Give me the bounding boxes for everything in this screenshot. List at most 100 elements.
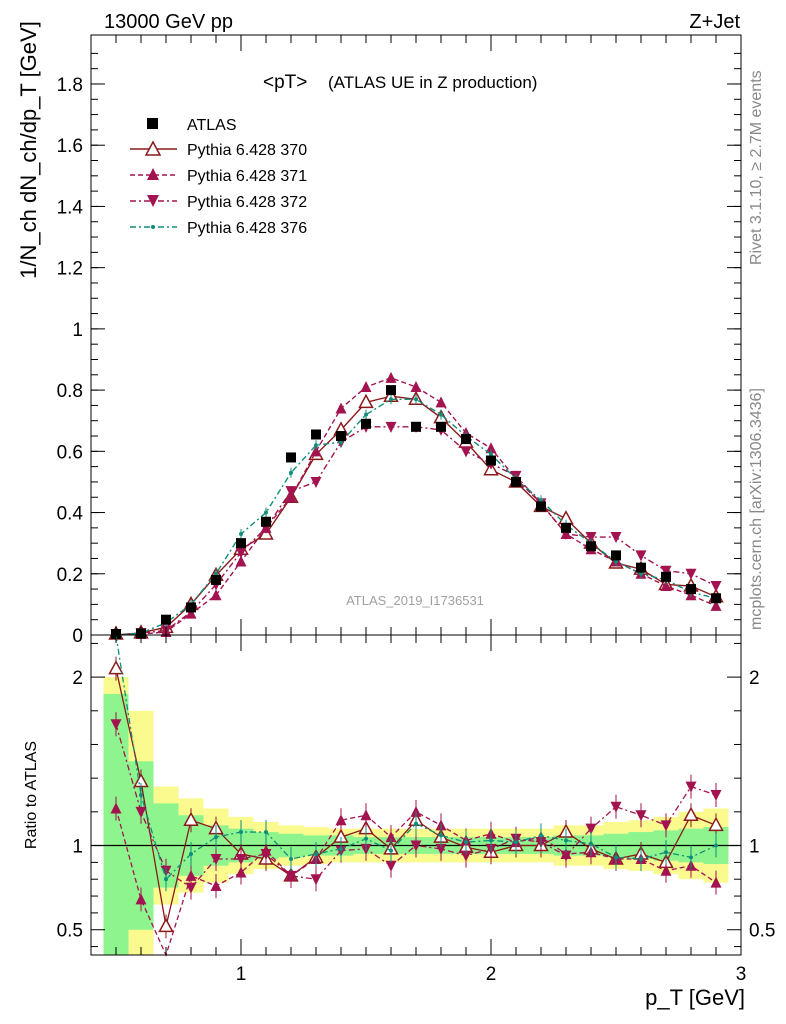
main-point (211, 574, 221, 585)
x-axis-label: p_T [GeV] (645, 985, 745, 1010)
main-point (539, 498, 543, 503)
ratio-series-0 (108, 656, 724, 939)
main-point (311, 429, 321, 440)
ratio-xtick-label: 2 (486, 964, 497, 985)
ratio-point (410, 840, 422, 852)
ratio-point (414, 821, 418, 826)
main-ytick-label: 1 (72, 320, 83, 341)
ratio-point (289, 857, 293, 861)
ratio-point (385, 860, 397, 872)
main-point (310, 445, 322, 457)
legend: ATLAS Pythia 6.428 370 Pythia 6.428 371 … (130, 117, 307, 237)
main-point (361, 418, 371, 429)
main-point (339, 440, 343, 445)
main-point (710, 581, 722, 593)
legend-label-371: Pythia 6.428 371 (187, 168, 307, 185)
ratio-ytick-label-right: 0.5 (749, 921, 775, 942)
ratio-point (660, 820, 672, 832)
ratio-point (185, 869, 197, 881)
ratio-panel (91, 634, 741, 957)
legend-marker-370 (144, 140, 162, 156)
ratio-series-2 (110, 712, 722, 900)
main-point (235, 555, 247, 567)
main-point (389, 397, 393, 402)
main-point (385, 421, 397, 433)
ratio-point (439, 833, 443, 838)
ratio-point (539, 833, 543, 838)
ratio-point (589, 841, 593, 846)
main-point (410, 381, 422, 393)
ratio-point (714, 843, 718, 848)
main-point (310, 476, 322, 488)
ratio-point (135, 893, 147, 905)
ratio-point (158, 917, 174, 933)
ratio-point (708, 816, 724, 832)
main-point (264, 510, 268, 515)
main-point (236, 538, 246, 549)
main-ylabel: 1/N_ch dN_ch/dp_T [GeV] (16, 21, 41, 279)
ratio-point (389, 848, 393, 853)
legend-entry-370: Pythia 6.428 370 (130, 140, 307, 159)
ratio-point (710, 790, 722, 801)
main-point (460, 446, 472, 458)
main-point (660, 565, 672, 577)
ratio-point (210, 854, 222, 865)
main-ytick-label: 0.8 (57, 381, 83, 402)
main-point (386, 385, 396, 396)
ratio-ytick-label: 1 (72, 837, 83, 858)
main-point (239, 531, 243, 536)
ratio-xtick-label: 3 (736, 964, 747, 985)
ratio-point (385, 831, 397, 843)
main-point (436, 421, 446, 432)
main-title-text: <pT> (263, 72, 307, 93)
main-point (161, 614, 171, 625)
ratio-point (139, 793, 143, 797)
legend-label-atlas: ATLAS (187, 117, 237, 134)
main-ytick-label: 0.6 (57, 442, 83, 463)
main-point (711, 593, 721, 604)
ratio-point (260, 848, 272, 860)
ratio-point (364, 836, 368, 841)
main-point (639, 571, 643, 576)
main-point (261, 516, 271, 527)
main-point (314, 443, 318, 448)
ratio-point (185, 882, 197, 894)
main-title-subtitle: (ATLAS UE in Z production) (328, 73, 537, 92)
legend-marker-376 (151, 225, 155, 229)
ratio-point (135, 806, 147, 818)
axes: 0 0.2 0.4 0.6 0.8 1 1.2 1.4 1.6 1.8 1 2 3 0.5 0.5 1 1 2 2 (57, 34, 775, 985)
main-ytick-label: 1.2 (57, 259, 83, 280)
main-point (385, 371, 397, 383)
ratio-point (108, 660, 124, 675)
main-point (536, 501, 546, 512)
ratio-series-line (115, 668, 717, 927)
legend-entry-atlas: ATLAS (147, 117, 237, 134)
ratio-point (110, 802, 122, 814)
ratio-ylabel: Ratio to ATLAS (23, 741, 40, 849)
main-ytick-label: 0.2 (57, 565, 83, 586)
main-point (364, 412, 368, 417)
ratio-ytick-label-right: 1 (749, 837, 760, 858)
ratio-point (710, 876, 722, 888)
analysis-watermark: ATLAS_2019_I1736531 (346, 593, 484, 608)
main-point (685, 568, 697, 580)
main-point (586, 541, 596, 552)
ratio-point (664, 850, 668, 855)
ratio-point (564, 838, 568, 843)
main-point (660, 580, 672, 592)
ratio-point (210, 879, 222, 891)
main-point (414, 397, 418, 402)
header-right: Z+Jet (689, 11, 740, 33)
main-ytick-label: 0.4 (57, 504, 84, 525)
ratio-point (639, 857, 643, 861)
ratio-point (460, 850, 472, 862)
ratio-band-inner (103, 693, 129, 955)
legend-label-370: Pythia 6.428 370 (187, 142, 307, 159)
main-ytick-label: 1.6 (57, 136, 83, 157)
main-point (360, 381, 372, 393)
main-point (358, 393, 374, 409)
ratio-point (689, 855, 693, 860)
main-point (235, 547, 247, 559)
main-point (610, 532, 622, 544)
ratio-point (435, 843, 447, 855)
